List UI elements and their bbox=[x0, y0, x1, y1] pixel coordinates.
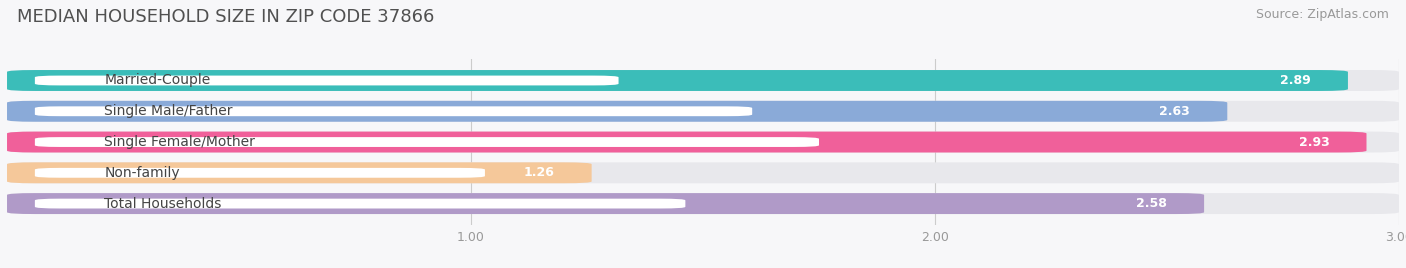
Text: Single Male/Father: Single Male/Father bbox=[104, 104, 233, 118]
Text: Non-family: Non-family bbox=[104, 166, 180, 180]
Text: 2.58: 2.58 bbox=[1136, 197, 1167, 210]
Text: MEDIAN HOUSEHOLD SIZE IN ZIP CODE 37866: MEDIAN HOUSEHOLD SIZE IN ZIP CODE 37866 bbox=[17, 8, 434, 26]
FancyBboxPatch shape bbox=[35, 168, 485, 178]
Text: 2.89: 2.89 bbox=[1279, 74, 1310, 87]
FancyBboxPatch shape bbox=[7, 132, 1399, 152]
FancyBboxPatch shape bbox=[7, 70, 1348, 91]
FancyBboxPatch shape bbox=[35, 199, 685, 209]
FancyBboxPatch shape bbox=[35, 76, 619, 85]
FancyBboxPatch shape bbox=[7, 70, 1399, 91]
FancyBboxPatch shape bbox=[7, 101, 1399, 122]
FancyBboxPatch shape bbox=[35, 137, 818, 147]
FancyBboxPatch shape bbox=[7, 193, 1399, 214]
FancyBboxPatch shape bbox=[7, 132, 1367, 152]
Text: Married-Couple: Married-Couple bbox=[104, 73, 211, 87]
Text: 2.63: 2.63 bbox=[1160, 105, 1189, 118]
Text: Source: ZipAtlas.com: Source: ZipAtlas.com bbox=[1256, 8, 1389, 21]
FancyBboxPatch shape bbox=[7, 193, 1204, 214]
Text: 1.26: 1.26 bbox=[523, 166, 554, 179]
Text: 2.93: 2.93 bbox=[1299, 136, 1330, 148]
FancyBboxPatch shape bbox=[7, 101, 1227, 122]
FancyBboxPatch shape bbox=[7, 162, 592, 183]
Text: Total Households: Total Households bbox=[104, 197, 222, 211]
FancyBboxPatch shape bbox=[7, 162, 1399, 183]
FancyBboxPatch shape bbox=[35, 106, 752, 116]
Text: Single Female/Mother: Single Female/Mother bbox=[104, 135, 256, 149]
